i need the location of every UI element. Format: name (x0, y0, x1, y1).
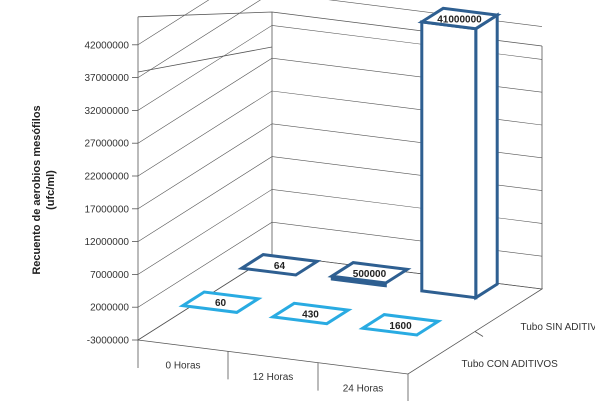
bar-front (420, 20, 478, 300)
gridline (137, 0, 210, 46)
x-tick-label: 0 Horas (165, 361, 200, 372)
y-tick-label: 27000000 (85, 139, 130, 150)
y-axis-title-line: (ufc/ml) (45, 170, 57, 210)
y-axis-ticks: -3000000 2000000 7000000 12000000 17000000 22… (85, 40, 138, 347)
bars (178, 6, 502, 337)
depth-tick-mark (474, 331, 484, 337)
x-tick-label: 12 Horas (253, 372, 294, 383)
y-tick-label: 32000000 (85, 106, 130, 117)
data-label: 64 (274, 261, 286, 272)
depth-axis-ticks: Tubo CON ADITIVOS Tubo SIN ADITIVOS (462, 322, 595, 370)
data-label: 60 (215, 298, 227, 309)
bar-top (417, 6, 502, 31)
y-tick-label: 42000000 (85, 40, 130, 51)
wall-top-left-edge (137, 46, 273, 73)
bar-top (268, 301, 353, 326)
y-tick-label: 22000000 (85, 172, 130, 183)
data-label: 41000000 (437, 14, 482, 25)
bar-side (474, 12, 499, 301)
y-tick-label: 37000000 (85, 73, 130, 84)
bar-top (358, 313, 443, 337)
y-axis-title-line: Recuento de aerobios mesófilos (31, 105, 43, 274)
data-label: 430 (302, 310, 319, 321)
bar-top (178, 290, 263, 314)
x-tick-label: 24 Horas (343, 383, 384, 394)
y-tick-label: 7000000 (90, 270, 129, 281)
x-axis-ticks: 0 Horas 12 Horas 24 Horas (137, 340, 409, 401)
data-label: 500000 (353, 269, 387, 280)
y-tick-label: -3000000 (87, 336, 130, 347)
bar-top (327, 261, 412, 285)
data-label: 1600 (389, 321, 412, 332)
data-labels: 41000000 500000 64 1600 430 60 (215, 14, 482, 331)
y-tick-label: 17000000 (85, 204, 130, 215)
series-label: Tubo CON ADITIVOS (462, 359, 559, 370)
y-axis-title: Recuento de aerobios mesófilos (ufc/ml) (31, 105, 57, 274)
y-tick-label: 2000000 (90, 303, 129, 314)
series-label: Tubo SIN ADITIVOS (520, 322, 595, 333)
y-tick-label: 12000000 (85, 237, 130, 248)
bar-top (237, 253, 322, 277)
